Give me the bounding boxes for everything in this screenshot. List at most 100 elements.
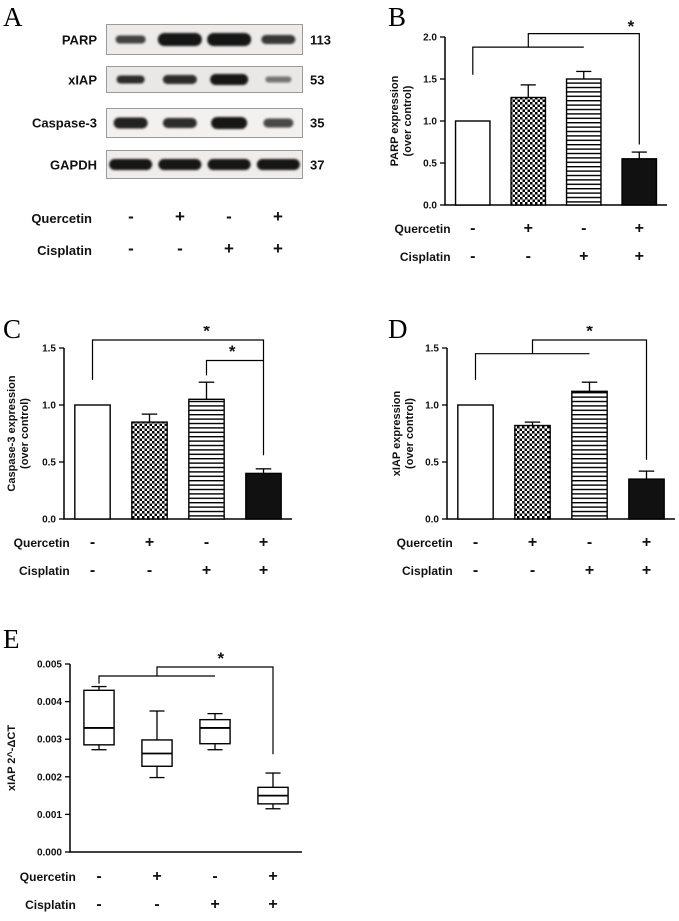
blot-row-parp: PARP 113 — [0, 24, 380, 55]
significance-bracket — [98, 675, 215, 684]
y-tick-label: 1.5 — [423, 75, 437, 86]
treatment-sign: + — [210, 896, 219, 913]
blot-band — [263, 118, 294, 128]
treatment-sign: - — [470, 248, 475, 265]
treatment-sign: + — [268, 896, 277, 913]
blot-band — [109, 159, 153, 170]
significance-star: * — [217, 649, 224, 668]
treatment-sign: + — [224, 239, 234, 258]
treatment-sign: + — [642, 534, 651, 551]
treatment-sign: + — [259, 562, 268, 579]
mw-label-gapdh: 37 — [310, 157, 325, 172]
bar-4 — [628, 478, 665, 520]
bar-3 — [188, 398, 225, 520]
blot-band — [261, 35, 296, 44]
treatment-sign: - — [212, 868, 217, 885]
protein-label-caspase3: Caspase-3 — [31, 115, 97, 131]
mw-label-xiap: 53 — [310, 72, 325, 87]
significance-bracket — [205, 359, 264, 376]
blot-band — [265, 76, 292, 83]
treatment-sign: + — [635, 220, 644, 237]
treatment-sign: + — [579, 248, 588, 265]
treatment-sign: + — [524, 220, 533, 237]
treatment-sign: - — [128, 239, 134, 258]
treatment-sign: + — [175, 207, 185, 226]
treatment-name: Cisplatin — [400, 250, 451, 264]
significance-star: * — [229, 342, 236, 361]
y-tick-label: 0.001 — [37, 810, 62, 821]
y-axis-label: (over control) — [19, 398, 31, 469]
y-tick-label: 0.5 — [425, 458, 439, 469]
treatment-sign: - — [526, 248, 531, 265]
box-plot-xiap: 0.000 0.001 0.002 0.003 0.004 0.005 xIAP 2^-ΔC… — [6, 649, 302, 913]
panel-label-d: D — [388, 314, 408, 344]
y-tick-label: 1.0 — [423, 117, 437, 128]
protein-label-xiap: xIAP — [68, 72, 97, 87]
blot-band — [210, 74, 249, 85]
y-tick-label: 0.5 — [423, 159, 437, 170]
panel-label-a: A — [3, 2, 23, 32]
bar-1 — [457, 404, 494, 520]
treatment-sign: + — [635, 248, 644, 265]
blot-row-xiap: xIAP 53 — [0, 66, 380, 93]
treatment-sign: - — [96, 868, 101, 885]
western-blot-caspase3 — [106, 108, 303, 138]
treatment-sign: + — [202, 562, 211, 579]
treatment-sign: + — [585, 562, 594, 579]
y-tick-label: 0.0 — [423, 201, 437, 212]
bar-4 — [245, 472, 282, 520]
panel-label-b: B — [388, 2, 407, 32]
y-tick-label: 0.004 — [37, 697, 62, 708]
significance-bracket — [531, 339, 648, 460]
bar-chart-xiap: 0.0 0.5 1.0 1.5 xIAP expression (over control… — [391, 326, 675, 579]
bar-3 — [565, 78, 602, 206]
y-tick-label: 0.002 — [37, 772, 62, 783]
blot-band — [113, 117, 148, 129]
treatment-name: Cisplatin — [402, 564, 453, 578]
western-blot-parp — [106, 24, 303, 55]
bar-2 — [514, 424, 551, 520]
y-axis-label: PARP expression — [389, 75, 401, 166]
blot-band — [207, 33, 252, 46]
significance-bracket — [156, 666, 274, 755]
panel-label-e: E — [3, 624, 20, 654]
bar-chart-parp: 0.0 0.5 1.0 1.5 2.0 PARP expression (over cont… — [389, 17, 667, 265]
treatment-sign: - — [473, 534, 478, 551]
treatment-sign: - — [581, 220, 586, 237]
blot-band — [162, 75, 197, 84]
significance-star: * — [628, 17, 635, 36]
box-1 — [83, 689, 115, 746]
significance-star: * — [203, 326, 210, 341]
treatment-sign: - — [587, 534, 592, 551]
y-tick-label: 0.003 — [37, 735, 62, 746]
panel-label-c: C — [3, 314, 22, 344]
significance-bracket — [472, 46, 584, 75]
treatment-sign: + — [273, 239, 283, 258]
mw-label-parp: 113 — [310, 32, 331, 47]
blot-band — [158, 159, 202, 170]
y-tick-label: 1.5 — [425, 344, 439, 355]
treatment-sign: - — [530, 562, 535, 579]
bar-1 — [454, 120, 491, 206]
treatment-name: Quercetin — [397, 536, 453, 550]
treatment-sign: - — [470, 220, 475, 237]
blot-row-gapdh: GAPDH 37 — [0, 150, 380, 179]
blot-band — [256, 159, 300, 170]
treatment-name-quercetin: Quercetin — [31, 211, 92, 226]
treatment-sign: + — [268, 868, 277, 885]
treatment-sign: + — [152, 868, 161, 885]
panel-e-xiap-boxplot: E 0.000 0.001 0.002 0.003 0.004 0.005 xIAP 2^-… — [0, 622, 380, 921]
treatment-row-quercetin: Quercetin - + - + — [0, 207, 380, 230]
bar-2 — [131, 421, 168, 520]
protein-label-gapdh: GAPDH — [50, 157, 97, 172]
treatment-sign: - — [128, 207, 134, 226]
y-tick-label: 0.0 — [42, 515, 56, 526]
western-blot-gapdh — [106, 150, 303, 179]
treatment-sign: + — [259, 534, 268, 551]
treatment-sign: + — [528, 534, 537, 551]
treatment-name: Quercetin — [20, 870, 76, 884]
treatment-name: Cisplatin — [25, 898, 76, 912]
y-axis-label: Caspase-3 expression — [6, 375, 18, 491]
treatment-row-cisplatin: Cisplatin - - + + — [0, 239, 380, 262]
box-3 — [199, 718, 231, 745]
